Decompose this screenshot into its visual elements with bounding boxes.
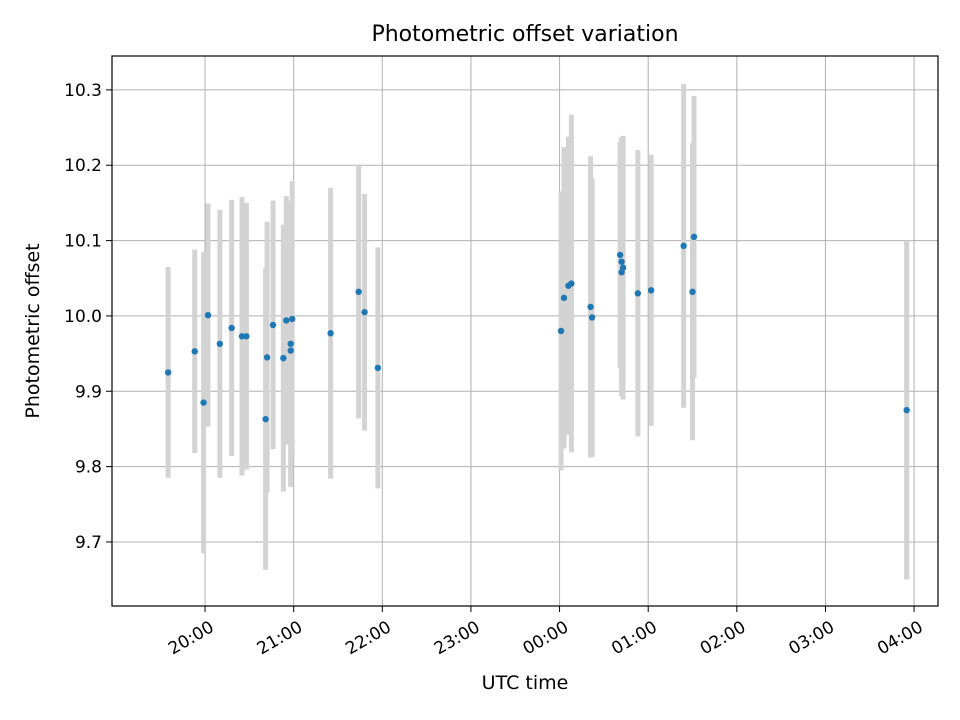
data-point xyxy=(327,330,334,337)
data-point xyxy=(690,233,698,241)
data-points xyxy=(164,233,910,423)
data-point xyxy=(647,287,655,294)
data-point xyxy=(191,348,198,355)
y-tick-label: 9.9 xyxy=(75,382,102,402)
x-tick-label: 01:00 xyxy=(608,617,660,659)
x-axis-label: UTC time xyxy=(481,672,569,694)
data-point xyxy=(287,340,294,348)
data-point xyxy=(618,258,625,265)
y-axis-ticks: 9.7 9.8 9.9 10.0 10.1 10.2 10.3 xyxy=(64,81,112,553)
data-point xyxy=(634,290,642,297)
data-point xyxy=(568,280,575,287)
data-point xyxy=(280,354,287,362)
data-point xyxy=(689,288,696,296)
error-bars xyxy=(165,83,910,580)
y-tick-label: 10.1 xyxy=(64,232,102,252)
data-point xyxy=(283,317,290,324)
data-point xyxy=(374,364,382,372)
x-tick-label: 03:00 xyxy=(786,617,838,659)
data-point xyxy=(243,333,250,340)
x-axis-ticks: 20:00 21:00 22:00 23:00 00:00 01:00 02:00 03:00… xyxy=(165,606,927,659)
data-point xyxy=(616,251,624,259)
data-point xyxy=(355,288,362,296)
data-point xyxy=(164,369,172,376)
grid-lines xyxy=(112,56,938,606)
y-tick-label: 10.3 xyxy=(64,81,102,101)
data-point xyxy=(262,415,269,423)
data-point xyxy=(903,406,910,414)
data-point xyxy=(557,327,565,335)
x-tick-label: 23:00 xyxy=(431,617,483,659)
x-tick-label: 04:00 xyxy=(874,617,926,659)
data-point xyxy=(287,347,294,354)
data-point xyxy=(619,264,627,271)
data-point xyxy=(560,294,568,302)
data-point xyxy=(289,315,296,323)
x-tick-label: 21:00 xyxy=(254,617,306,659)
data-point xyxy=(228,324,235,332)
data-point xyxy=(269,321,277,329)
data-point xyxy=(238,333,246,340)
data-point xyxy=(216,340,224,348)
data-point xyxy=(588,314,596,321)
y-tick-label: 10.0 xyxy=(64,307,102,327)
x-tick-label: 20:00 xyxy=(165,617,217,659)
data-point xyxy=(680,242,687,250)
data-point xyxy=(587,303,594,311)
x-tick-label: 22:00 xyxy=(342,617,394,659)
x-tick-label: 02:00 xyxy=(697,617,749,659)
y-axis-label: Photometric offset xyxy=(22,243,44,419)
data-point xyxy=(204,311,212,319)
plot-frame xyxy=(111,55,939,607)
y-tick-label: 9.8 xyxy=(75,458,102,478)
y-tick-label: 9.7 xyxy=(75,533,102,553)
y-tick-label: 10.2 xyxy=(64,156,102,176)
x-tick-label: 00:00 xyxy=(520,617,572,659)
data-point xyxy=(200,399,207,406)
data-point xyxy=(361,308,368,316)
chart-title: Photometric offset variation xyxy=(371,22,679,47)
data-point xyxy=(263,354,271,361)
